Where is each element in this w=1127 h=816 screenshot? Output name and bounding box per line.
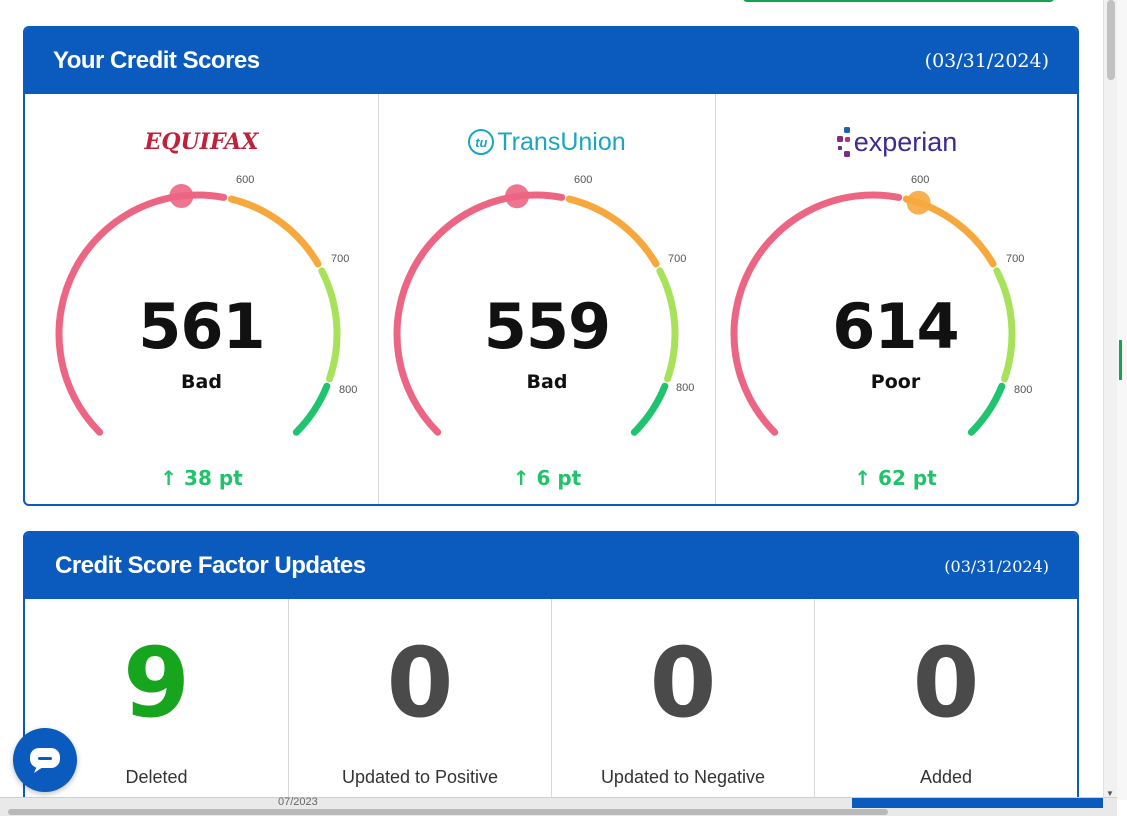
factor-updates-header: Credit Score Factor Updates (03/31/2024)	[25, 533, 1077, 599]
right-edge-strip	[1117, 0, 1127, 800]
score-change-value: 62 pt	[878, 466, 937, 490]
credit-scores-date: (03/31/2024)	[924, 50, 1049, 72]
chat-bubble-icon	[30, 748, 60, 773]
factor-count: 9	[123, 627, 190, 739]
chat-button[interactable]	[13, 728, 77, 792]
gauge-transunion	[393, 184, 679, 436]
transunion-logo: tu TransUnion	[379, 124, 715, 160]
score-change: ↑ 6 pt	[379, 466, 715, 490]
score-value: 561	[138, 290, 265, 363]
tick-700: 700	[331, 253, 350, 265]
score-change: ↑ 62 pt	[714, 466, 1077, 490]
bureau-experian[interactable]: experian 600 700 800 614 Poor ↑ 62 pt	[716, 94, 1077, 504]
factor-updates-date: (03/31/2024)	[944, 556, 1049, 576]
factor-count: 0	[912, 627, 980, 739]
factor-deleted[interactable]: 9 Deleted	[25, 599, 289, 816]
gauge-score-marker	[505, 184, 529, 209]
tick-700: 700	[1006, 253, 1025, 265]
credit-scores-title: Your Credit Scores	[53, 47, 260, 74]
vertical-scrollbar[interactable]: ▼	[1103, 0, 1117, 800]
top-green-button-edge[interactable]	[743, 0, 1054, 2]
gauge-segment-fair	[227, 195, 322, 268]
factor-label: Updated to Negative	[600, 767, 766, 787]
factor-count: 0	[649, 627, 717, 739]
credit-scores-card: Your Credit Scores (03/31/2024) EQUIFAX …	[23, 26, 1079, 506]
tick-600: 600	[574, 174, 593, 186]
tick-600: 600	[236, 174, 255, 186]
gauge-segment-excellent	[630, 382, 669, 436]
gauge-segment-good	[656, 267, 679, 383]
experian-wordmark: experian	[836, 125, 958, 159]
experian-logo: experian	[716, 124, 1077, 160]
arrow-up-icon: ↑	[160, 466, 178, 490]
factor-added[interactable]: 0 Added	[815, 599, 1077, 816]
arrow-up-icon: ↑	[512, 466, 530, 490]
gauge-segment-excellent	[292, 382, 331, 436]
score-change-value: 6 pt	[536, 466, 582, 490]
factor-updated-negative[interactable]: 0 Updated to Negative	[552, 599, 815, 816]
score-rating: Bad	[181, 371, 222, 393]
factor-count: 0	[386, 627, 454, 739]
factor-label: Deleted	[125, 767, 188, 787]
gauge-segment-excellent	[967, 382, 1006, 436]
tick-800: 800	[339, 384, 358, 396]
factor-updates-card: Credit Score Factor Updates (03/31/2024)…	[23, 531, 1079, 816]
experian-name: experian	[853, 126, 958, 157]
equifax-logo: EQUIFAX	[25, 124, 378, 160]
factors-row: 9 Deleted 0 Updated to Positive 0 Update…	[25, 599, 1077, 816]
gauge-segment-good	[318, 267, 341, 383]
factor-label: Updated to Positive	[341, 767, 499, 787]
equifax-wordmark: EQUIFAX	[144, 129, 259, 155]
bottom-strip: 07/2023	[0, 796, 1117, 816]
gauge-segment-fair	[565, 195, 660, 268]
credit-scores-header: Your Credit Scores (03/31/2024)	[25, 28, 1077, 94]
tick-800: 800	[676, 382, 695, 394]
right-edge-accent	[1119, 340, 1122, 380]
bureau-transunion[interactable]: tu TransUnion 600 700 800 559 Bad ↑ 6 pt	[379, 94, 716, 504]
scroll-down-arrow-icon[interactable]: ▼	[1106, 789, 1114, 798]
score-change: ↑ 38 pt	[25, 466, 378, 490]
horizontal-scrollbar-thumb[interactable]	[8, 809, 888, 815]
bureau-equifax[interactable]: EQUIFAX 600 700 800 561 Bad ↑ 38 pt	[25, 94, 379, 504]
tu-badge-icon: tu	[468, 129, 495, 155]
factor-label: Added	[919, 767, 973, 787]
experian-dots-icon	[836, 127, 850, 157]
score-value: 614	[832, 290, 959, 363]
gauge-segment-bad	[730, 191, 903, 436]
score-change-value: 38 pt	[184, 466, 243, 490]
gauge-segment-good	[993, 267, 1016, 383]
transunion-wordmark: tu TransUnion	[468, 127, 626, 157]
tick-700: 700	[668, 253, 687, 265]
gauge-equifax	[55, 184, 341, 436]
score-rating: Bad	[526, 371, 568, 393]
gauge-score-marker	[906, 190, 931, 215]
gauge-experian	[730, 190, 1016, 436]
bottom-blue-bar	[852, 798, 1103, 808]
tick-600: 600	[911, 174, 930, 186]
score-value: 559	[483, 290, 611, 363]
vertical-scrollbar-thumb[interactable]	[1107, 0, 1115, 80]
arrow-up-icon: ↑	[854, 466, 872, 490]
scores-row: EQUIFAX 600 700 800 561 Bad ↑ 38 pt tu	[25, 94, 1077, 504]
transunion-name: TransUnion	[497, 127, 626, 156]
factor-updated-positive[interactable]: 0 Updated to Positive	[289, 599, 552, 816]
score-rating: Poor	[870, 371, 921, 393]
gauge-score-marker	[169, 184, 194, 208]
factor-updates-title: Credit Score Factor Updates	[55, 552, 366, 579]
bottom-partial-text: 07/2023	[278, 796, 318, 808]
tick-800: 800	[1014, 384, 1033, 396]
